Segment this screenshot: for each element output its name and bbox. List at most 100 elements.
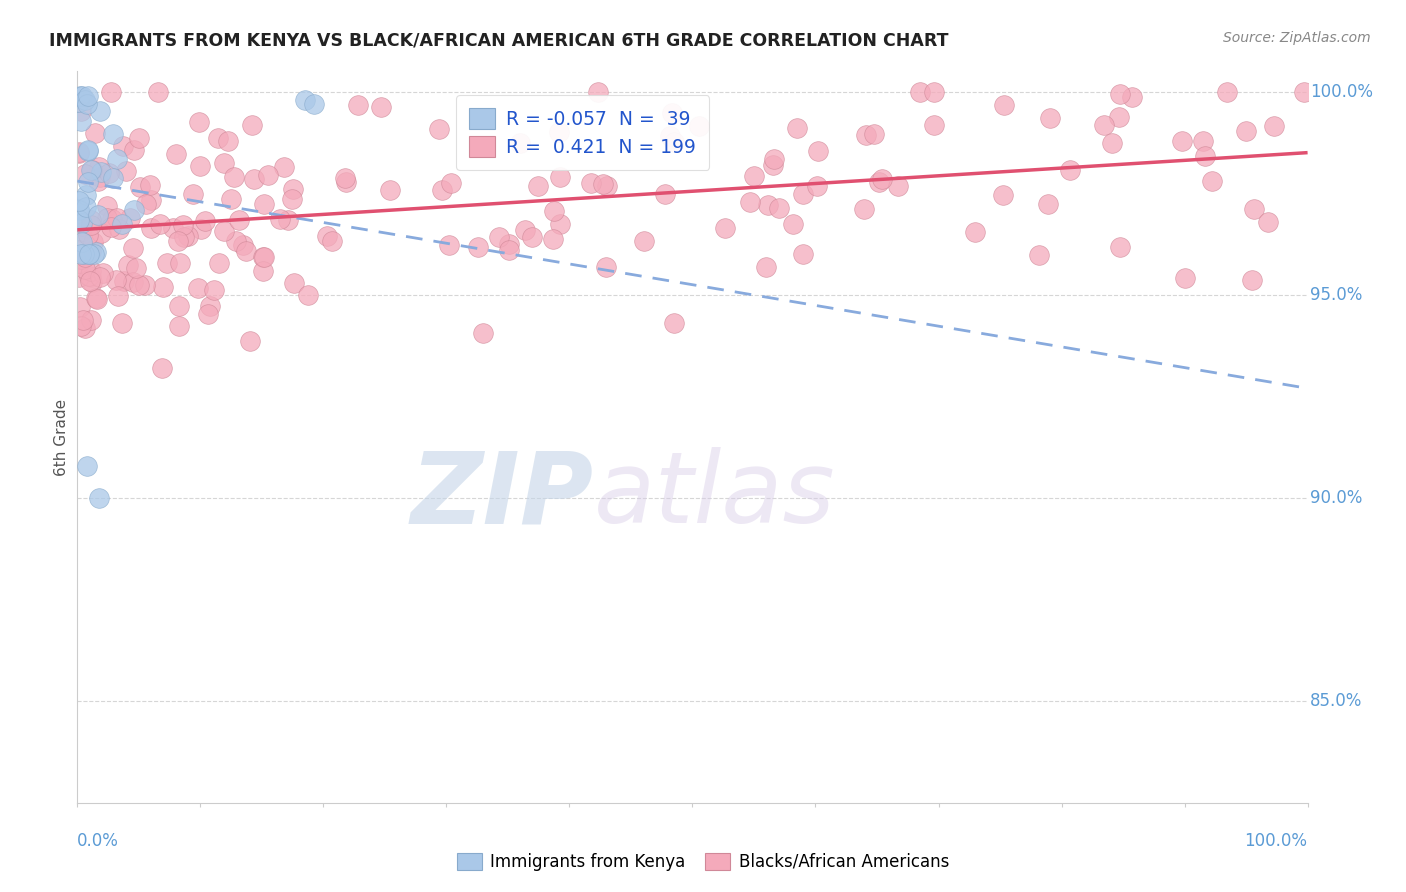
Point: [430, 183, 453, 197]
Point: [963, 225, 986, 239]
Point: [129, 179, 152, 194]
Point: [208, 256, 231, 270]
Point: [67, 145, 90, 160]
Point: [89, 169, 111, 184]
Point: [222, 169, 245, 184]
Point: [252, 263, 274, 277]
Point: [150, 361, 173, 376]
Point: [80, 275, 103, 289]
Point: [139, 193, 162, 207]
Point: [167, 318, 190, 333]
Point: [321, 235, 343, 249]
Point: [70, 104, 93, 119]
Point: [101, 127, 124, 141]
Point: [792, 186, 814, 201]
Point: [257, 168, 280, 182]
Point: [378, 183, 401, 197]
Point: [105, 273, 128, 287]
Point: [76, 458, 98, 473]
Point: [100, 85, 122, 99]
Point: [547, 125, 569, 139]
Point: [513, 223, 536, 237]
Point: [76, 143, 98, 157]
Point: [863, 127, 886, 141]
Text: 90.0%: 90.0%: [1310, 489, 1362, 507]
Point: [107, 289, 129, 303]
Point: [80, 163, 103, 178]
Point: [509, 136, 531, 150]
Point: [235, 244, 257, 259]
Point: [134, 278, 156, 293]
Point: [87, 208, 110, 222]
Point: [167, 234, 190, 248]
Point: [543, 204, 565, 219]
Point: [70, 247, 93, 261]
Point: [1216, 85, 1239, 99]
Point: [302, 96, 325, 111]
Point: [1241, 272, 1264, 286]
Point: [167, 299, 190, 313]
Point: [197, 307, 219, 321]
Point: [1243, 202, 1265, 217]
Point: [922, 85, 945, 99]
Point: [768, 201, 790, 215]
Point: [173, 230, 195, 244]
Point: [73, 262, 96, 277]
Point: [437, 237, 460, 252]
Point: [83, 247, 105, 261]
Point: [212, 156, 235, 170]
Point: [96, 199, 118, 213]
Point: [281, 182, 304, 196]
Point: [252, 250, 274, 264]
Point: [792, 247, 814, 261]
Point: [225, 234, 247, 248]
Point: [90, 226, 112, 240]
Point: [79, 269, 101, 284]
Point: [90, 164, 112, 178]
Point: [122, 202, 145, 217]
Point: [80, 244, 103, 258]
Point: [80, 213, 103, 227]
Point: [69, 88, 91, 103]
Point: [654, 186, 676, 201]
Point: [762, 158, 785, 172]
Point: [527, 178, 550, 193]
Point: [756, 197, 779, 211]
Point: [993, 98, 1015, 112]
Point: [1194, 149, 1216, 163]
Point: [107, 222, 129, 236]
Point: [579, 176, 602, 190]
Point: [76, 144, 98, 158]
Point: [89, 269, 111, 284]
Point: [188, 115, 211, 129]
Point: [91, 266, 114, 280]
Point: [243, 171, 266, 186]
Point: [67, 202, 90, 216]
Point: [112, 274, 135, 288]
Point: [128, 131, 150, 145]
Point: [67, 194, 90, 208]
Point: [1171, 134, 1194, 148]
Point: [110, 217, 132, 231]
Point: [115, 164, 138, 178]
Point: [661, 106, 683, 120]
Point: [548, 218, 571, 232]
Point: [240, 118, 263, 132]
Text: IMMIGRANTS FROM KENYA VS BLACK/AFRICAN AMERICAN 6TH GRADE CORRELATION CHART: IMMIGRANTS FROM KENYA VS BLACK/AFRICAN A…: [49, 31, 949, 49]
Point: [194, 214, 217, 228]
Point: [1039, 111, 1062, 125]
Point: [807, 144, 830, 158]
Legend: Immigrants from Kenya, Blacks/African Americans: Immigrants from Kenya, Blacks/African Am…: [449, 845, 957, 880]
Point: [782, 217, 804, 231]
Point: [72, 219, 94, 233]
Point: [183, 186, 205, 201]
Point: [467, 240, 489, 254]
Point: [335, 176, 357, 190]
Point: [1257, 215, 1279, 229]
Point: [70, 114, 93, 128]
Point: [592, 177, 614, 191]
Point: [105, 152, 128, 166]
Point: [297, 288, 319, 302]
Point: [273, 161, 295, 175]
Point: [73, 321, 96, 335]
